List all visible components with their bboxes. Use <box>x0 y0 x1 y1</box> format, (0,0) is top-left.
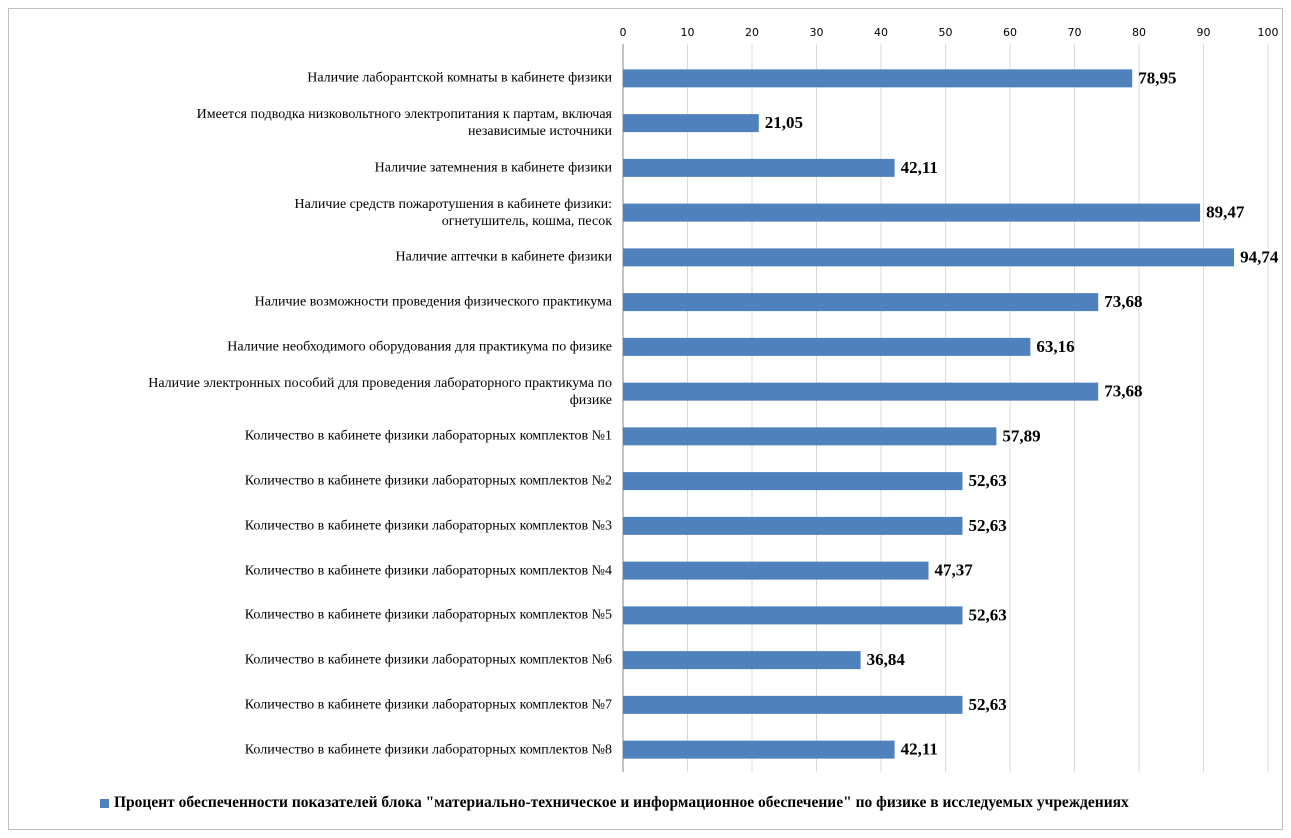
bar <box>623 158 895 177</box>
x-tick-label: 30 <box>810 26 824 39</box>
chart-border <box>8 8 1283 830</box>
data-label: 21,05 <box>765 113 803 132</box>
bar <box>623 69 1133 88</box>
bar <box>623 606 963 625</box>
bar <box>623 472 963 491</box>
x-tick-label: 50 <box>939 26 953 39</box>
bar <box>623 293 1099 312</box>
x-tick-label: 100 <box>1258 26 1279 39</box>
y-tick-label: Наличие возможности проведения физическо… <box>254 294 612 310</box>
bar <box>623 114 759 133</box>
y-tick-label: Имеется подводка низковольтного электроп… <box>196 107 612 140</box>
bar <box>623 695 963 714</box>
y-tick-label: Количество в кабинете физики лабораторны… <box>244 607 612 623</box>
y-tick-label: Наличие аптечки в кабинете физики <box>395 249 612 265</box>
data-label: 94,74 <box>1240 247 1279 266</box>
legend-swatch <box>100 799 109 808</box>
y-tick-label: Количество в кабинете физики лабораторны… <box>244 652 612 668</box>
x-tick-label: 0 <box>620 26 627 39</box>
data-label: 47,37 <box>935 561 974 580</box>
bar <box>623 337 1031 356</box>
bar <box>623 248 1235 267</box>
data-label: 42,11 <box>901 740 938 759</box>
bar <box>623 203 1201 222</box>
data-label: 57,89 <box>1002 426 1040 445</box>
data-label: 36,84 <box>867 650 906 669</box>
data-label: 89,47 <box>1206 203 1245 222</box>
data-label: 52,63 <box>968 516 1006 535</box>
bar <box>623 516 963 535</box>
y-tick-label: Количество в кабинете физики лабораторны… <box>244 563 612 579</box>
y-tick-label: Количество в кабинете физики лабораторны… <box>244 697 612 713</box>
x-tick-label: 60 <box>1003 26 1017 39</box>
data-label: 73,68 <box>1104 292 1142 311</box>
data-label: 73,68 <box>1104 382 1142 401</box>
y-tick-label: Количество в кабинете физики лабораторны… <box>244 473 612 489</box>
bar <box>623 561 929 580</box>
x-tick-label: 20 <box>745 26 759 39</box>
data-label: 42,11 <box>901 158 938 177</box>
y-tick-label: Наличие средств пожаротушения в кабинете… <box>294 196 612 229</box>
y-tick-label: Количество в кабинете физики лабораторны… <box>244 742 612 758</box>
x-tick-label: 80 <box>1132 26 1146 39</box>
bar <box>623 740 895 759</box>
y-tick-label: Количество в кабинете физики лабораторны… <box>244 518 612 534</box>
x-tick-label: 90 <box>1197 26 1211 39</box>
x-tick-label: 70 <box>1068 26 1082 39</box>
bar <box>623 651 861 670</box>
legend-label: Процент обеспеченности показателей блока… <box>114 794 1129 811</box>
y-tick-label: Наличие лаборантской комнаты в кабинете … <box>307 70 612 86</box>
x-tick-label: 10 <box>681 26 695 39</box>
y-tick-label: Наличие необходимого оборудования для пр… <box>227 339 612 355</box>
y-tick-label: Наличие затемнения в кабинете физики <box>374 160 612 176</box>
data-label: 52,63 <box>968 695 1006 714</box>
data-label: 52,63 <box>968 471 1006 490</box>
data-label: 78,95 <box>1138 68 1176 87</box>
x-tick-label: 40 <box>874 26 888 39</box>
y-tick-label: Количество в кабинете физики лабораторны… <box>244 428 612 444</box>
data-label: 63,16 <box>1036 337 1074 356</box>
legend: Процент обеспеченности показателей блока… <box>100 794 1240 812</box>
y-tick-label: Наличие электронных пособий для проведен… <box>148 375 612 408</box>
data-label: 52,63 <box>968 605 1006 624</box>
bar <box>623 382 1099 401</box>
bar <box>623 427 997 446</box>
